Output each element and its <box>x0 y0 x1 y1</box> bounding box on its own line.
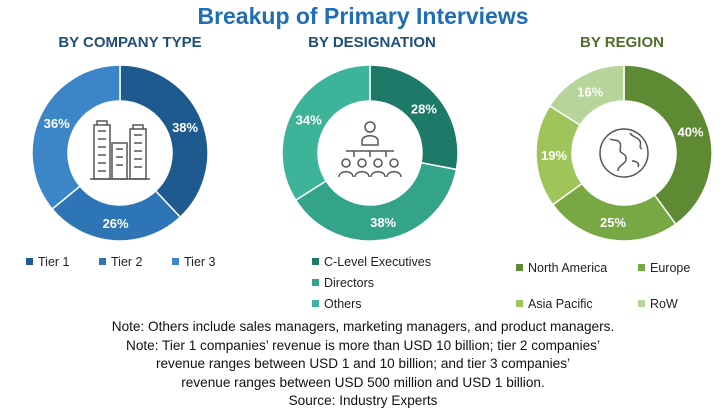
legend-label: Asia Pacific <box>528 297 593 311</box>
meeting-people-icon <box>338 121 402 178</box>
note-tier-3: revenue ranges between USD 500 million a… <box>181 374 545 390</box>
legend-swatch <box>312 279 319 287</box>
donut-slice-tier-3 <box>31 64 121 211</box>
donut-slice-tier-1 <box>119 64 209 219</box>
legend-label: Europe <box>650 261 691 275</box>
legend-item-row: RoW <box>638 297 678 311</box>
data-label: 40% <box>678 124 704 139</box>
data-label: 19% <box>541 148 567 163</box>
legend-swatch <box>516 264 523 272</box>
donut-slice-c-level-executives <box>369 64 459 171</box>
donut-slice-row <box>548 64 625 127</box>
buildings-icon <box>90 120 150 180</box>
data-label: 38% <box>370 215 396 230</box>
legend-item-tier-2: Tier 2 <box>99 255 143 269</box>
footnotes: Note: Others include sales managers, mar… <box>0 318 726 411</box>
data-label: 26% <box>103 216 129 231</box>
legend-item-tier-3: Tier 3 <box>172 255 216 269</box>
legend-label: RoW <box>650 297 678 311</box>
donut-slice-directors <box>294 161 458 242</box>
subtitle-region: BY REGION <box>580 34 664 51</box>
data-label: 25% <box>600 215 626 230</box>
legend-label: Tier 2 <box>111 255 143 269</box>
data-label: 36% <box>44 116 70 131</box>
data-label: 34% <box>296 112 322 127</box>
legend-item-others: Others <box>312 297 362 311</box>
legend-item-directors: Directors <box>312 276 374 290</box>
data-label: 28% <box>411 101 437 116</box>
globe-icon <box>599 128 649 178</box>
legend-item-asia-pacific: Asia Pacific <box>516 297 593 311</box>
note-source: Source: Industry Experts <box>288 393 438 409</box>
legend-label: Tier 1 <box>38 255 70 269</box>
legend-item-europe: Europe <box>638 261 690 275</box>
donut-slice-others <box>281 64 371 202</box>
legend-label: North America <box>528 261 608 275</box>
legend-swatch <box>312 258 319 266</box>
legend-swatch <box>99 258 106 266</box>
legend-item-c-level: C-Level Executives <box>312 255 431 269</box>
subtitle-designation: BY DESIGNATION <box>308 34 436 51</box>
legend-label: C-Level Executives <box>324 255 431 269</box>
donut-company-type: 38% 26% 36% <box>31 64 209 242</box>
legend-swatch <box>638 300 645 308</box>
chart-main-title: Breakup of Primary Interviews <box>197 3 529 29</box>
legend-swatch <box>312 300 319 308</box>
donut-slice-north-america <box>623 64 713 226</box>
subtitle-company-type: BY COMPANY TYPE <box>58 34 202 51</box>
legend-label: Others <box>324 297 362 311</box>
legend-label: Tier 3 <box>184 255 216 269</box>
legend-item-tier-1: Tier 1 <box>26 255 70 269</box>
note-tier-1: Note: Tier 1 companies’ revenue is more … <box>126 337 600 353</box>
donut-region: 40% 25% 19% 16% <box>535 64 713 242</box>
legend-swatch <box>26 258 33 266</box>
legend-item-north-america: North America <box>516 261 607 275</box>
note-tier-2: revenue ranges between USD 1 and 10 bill… <box>155 356 571 372</box>
data-label: 38% <box>172 120 198 135</box>
legend-swatch <box>638 264 645 272</box>
note-others: Note: Others include sales managers, mar… <box>111 319 615 334</box>
legend-swatch <box>516 300 523 308</box>
donut-designation: 28% 38% 34% <box>281 64 459 242</box>
data-label: 16% <box>577 85 603 100</box>
legend-label: Directors <box>324 276 375 290</box>
legend-swatch <box>172 258 179 266</box>
